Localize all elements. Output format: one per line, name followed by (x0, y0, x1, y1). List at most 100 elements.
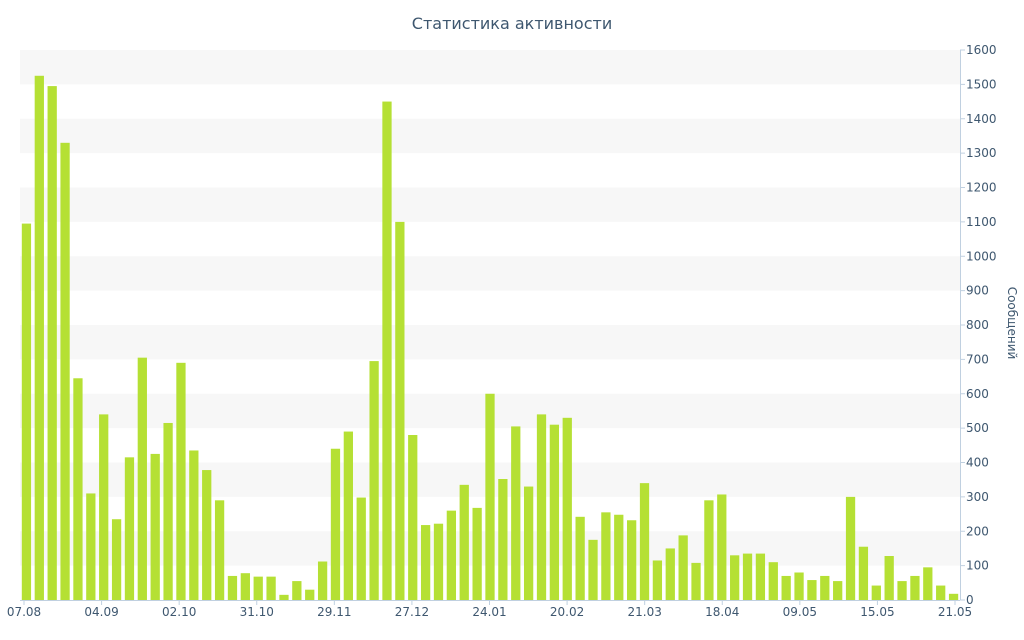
y-tick-label: 0 (966, 593, 974, 607)
x-tick-label: 20.02 (550, 605, 584, 619)
bar[interactable] (652, 560, 663, 600)
y-tick-label: 1100 (966, 215, 997, 229)
bar[interactable] (163, 422, 173, 600)
bar[interactable] (343, 431, 353, 600)
bar[interactable] (536, 414, 547, 601)
bar[interactable] (356, 497, 366, 600)
bar[interactable] (137, 357, 147, 600)
bar[interactable] (807, 580, 817, 600)
bar[interactable] (948, 593, 959, 600)
bar[interactable] (614, 514, 624, 600)
bar[interactable] (420, 525, 431, 600)
bar[interactable] (820, 575, 830, 600)
bar[interactable] (549, 424, 560, 600)
bar[interactable] (562, 417, 572, 600)
bar[interactable] (897, 581, 907, 600)
y-tick-label: 200 (966, 524, 989, 538)
bar[interactable] (588, 539, 598, 600)
bar[interactable] (936, 585, 946, 600)
grid-band (20, 256, 960, 291)
bar[interactable] (691, 562, 701, 601)
bar[interactable] (292, 581, 302, 600)
x-tick-label: 04.09 (84, 605, 118, 619)
bar[interactable] (446, 510, 456, 601)
bar[interactable] (408, 435, 418, 600)
bar[interactable] (99, 414, 109, 601)
bar[interactable] (317, 561, 328, 601)
bar[interactable] (214, 500, 225, 600)
bar[interactable] (781, 575, 791, 600)
bar[interactable] (678, 535, 688, 601)
bar[interactable] (124, 457, 135, 600)
bar[interactable] (150, 453, 160, 600)
y-tick-label: 800 (966, 318, 989, 332)
x-tick-label: 07.08 (7, 605, 41, 619)
y-axis-title: Сообщений (1005, 287, 1019, 360)
bar[interactable] (910, 575, 920, 600)
bar[interactable] (433, 523, 444, 600)
grid-band (20, 325, 960, 360)
bar[interactable] (845, 496, 856, 601)
bar[interactable] (34, 75, 44, 600)
bar[interactable] (511, 426, 521, 600)
bar[interactable] (86, 493, 96, 600)
bar[interactable] (382, 101, 392, 600)
bar[interactable] (717, 494, 727, 600)
bar[interactable] (523, 486, 534, 600)
bar[interactable] (768, 562, 778, 600)
y-tick-label: 900 (966, 284, 989, 298)
bar[interactable] (730, 555, 740, 600)
bar[interactable] (575, 516, 585, 600)
chart-title: Статистика активности (411, 14, 613, 33)
bar[interactable] (60, 142, 70, 600)
x-tick-label: 27.12 (395, 605, 429, 619)
bar[interactable] (330, 448, 341, 600)
bar[interactable] (601, 512, 611, 600)
bar[interactable] (627, 520, 637, 600)
y-tick-label: 300 (966, 490, 989, 504)
bar[interactable] (189, 450, 199, 600)
x-tick-label: 29.11 (317, 605, 351, 619)
bar[interactable] (923, 567, 933, 600)
bar[interactable] (279, 594, 289, 600)
bar[interactable] (227, 575, 238, 600)
y-tick-label: 400 (966, 456, 989, 470)
bar[interactable] (73, 378, 83, 600)
bar[interactable] (266, 576, 276, 601)
bar[interactable] (305, 589, 315, 600)
bar[interactable] (485, 393, 495, 600)
bar[interactable] (884, 556, 894, 600)
bar[interactable] (202, 470, 212, 600)
bar[interactable] (369, 361, 379, 600)
grid-band (20, 118, 960, 154)
bar[interactable] (176, 362, 186, 600)
bar[interactable] (498, 479, 508, 600)
bar[interactable] (871, 585, 881, 600)
bar-series (21, 75, 959, 601)
bar[interactable] (21, 223, 32, 600)
y-tick-label: 100 (966, 559, 989, 573)
bar[interactable] (47, 86, 57, 601)
bar[interactable] (472, 507, 482, 601)
bar[interactable] (755, 553, 766, 600)
x-tick-label: 24.01 (472, 605, 506, 619)
y-tick-label: 1600 (966, 43, 997, 57)
bar[interactable] (794, 572, 804, 601)
bar[interactable] (111, 519, 122, 600)
bar[interactable] (704, 500, 714, 600)
x-tick-label: 02.10 (162, 605, 196, 619)
y-tick-label: 500 (966, 421, 989, 435)
bar[interactable] (665, 548, 675, 600)
bar[interactable] (742, 553, 753, 600)
bar[interactable] (833, 581, 843, 600)
y-axis: 0 100 200 300 400 500 600 700 800 900 1000 1100 1200… (960, 43, 997, 607)
bar[interactable] (639, 483, 650, 601)
bar[interactable] (395, 221, 405, 601)
y-tick-label: 1400 (966, 112, 997, 126)
y-tick-label: 1200 (966, 181, 997, 195)
bar[interactable] (459, 484, 469, 600)
bar[interactable] (240, 573, 250, 600)
bar[interactable] (253, 576, 263, 601)
bar[interactable] (858, 546, 869, 600)
